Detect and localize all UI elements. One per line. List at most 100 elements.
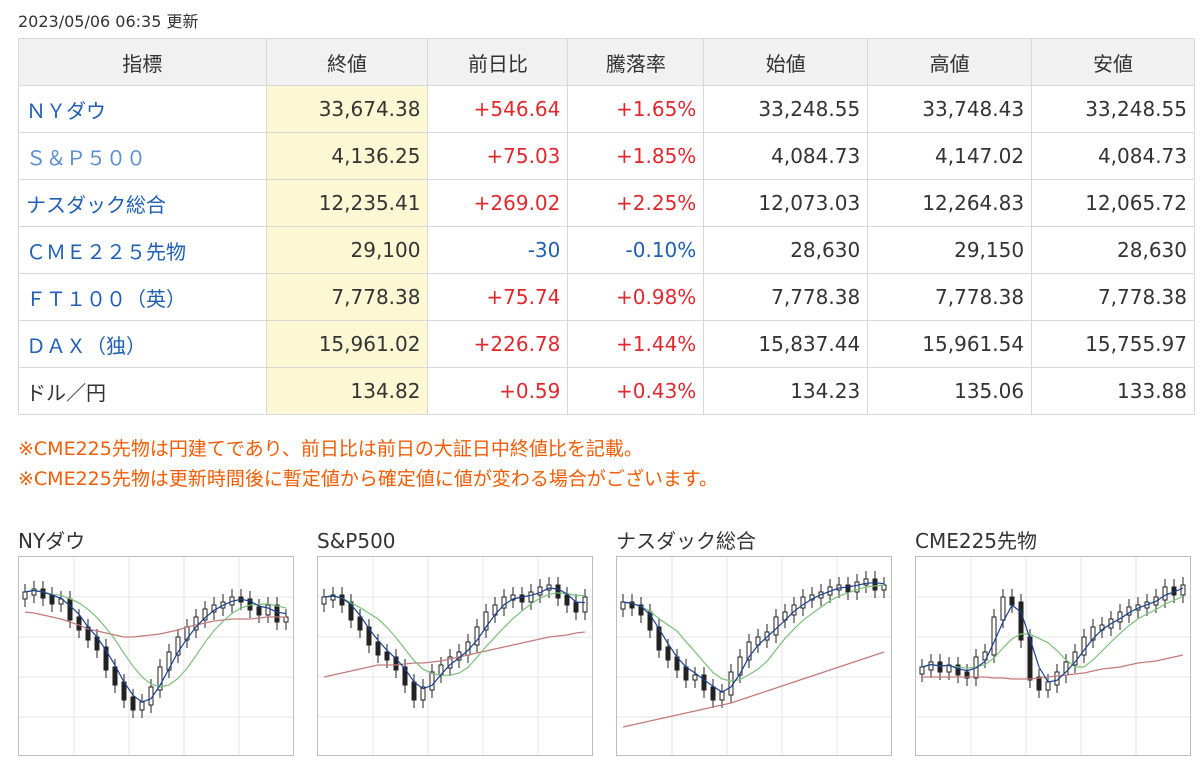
candle-body xyxy=(937,661,943,673)
candle-body xyxy=(964,671,970,679)
index-link[interactable]: Ｓ＆Ｐ５００ xyxy=(26,145,146,170)
candle-body xyxy=(881,584,887,591)
candle-body xyxy=(991,616,997,656)
chart-image[interactable] xyxy=(616,556,892,756)
candle-body xyxy=(710,686,716,701)
low-cell: 28,630 xyxy=(1031,226,1195,274)
table-row: Ｓ＆Ｐ５００ 4,136.25 +75.03 +1.85% 4,084.73 4,147.… xyxy=(18,132,1195,180)
candle-body xyxy=(166,651,172,671)
high-cell: 15,961.54 xyxy=(867,320,1033,368)
index-link: ドル／円 xyxy=(26,380,106,405)
chart-title: S&P500 xyxy=(317,529,396,553)
ma-mid-line xyxy=(24,589,287,688)
candle-body xyxy=(1180,584,1186,596)
change-cell: +75.74 xyxy=(427,273,569,321)
index-link[interactable]: ＤＡＸ（独） xyxy=(26,333,146,358)
candle-body xyxy=(629,601,635,609)
open-cell: 134.23 xyxy=(703,367,869,415)
candle-body xyxy=(256,606,262,616)
candle-body xyxy=(393,656,399,671)
change-cell: +226.78 xyxy=(427,320,569,368)
candle-body xyxy=(130,696,136,711)
candle-body xyxy=(402,666,408,686)
candle-body xyxy=(283,616,289,623)
candle-body xyxy=(31,588,37,596)
table-row: ドル／円 134.82 +0.59 +0.43% 134.23 135.06 133.88 xyxy=(18,367,1195,415)
chart-card-cme225[interactable]: CME225先物 xyxy=(915,528,1191,756)
chart-grid xyxy=(916,557,1190,755)
table-row: ＮＹダウ 33,674.38 +546.64 +1.65% 33,248.55 33,74… xyxy=(18,85,1195,133)
header-cell: 騰落率 xyxy=(567,38,705,86)
chart-image[interactable] xyxy=(915,556,1191,756)
candle-body xyxy=(49,594,55,605)
close-cell: 15,961.02 xyxy=(265,320,429,368)
candle-body xyxy=(665,646,671,661)
candle-body xyxy=(701,674,707,691)
name-cell: ナスダック総合 xyxy=(18,179,267,227)
header-cell: 指標 xyxy=(18,38,267,86)
candle-body xyxy=(773,616,779,636)
candle-body xyxy=(955,664,961,676)
rate-cell: +0.43% xyxy=(567,367,705,415)
name-cell: ＣＭＥ２２５先物 xyxy=(18,226,267,274)
high-cell: 4,147.02 xyxy=(867,132,1033,180)
high-cell: 7,778.38 xyxy=(867,273,1033,321)
candle-body xyxy=(555,584,561,599)
index-link[interactable]: ナスダック総合 xyxy=(26,192,166,217)
name-cell: ＦＴ１００（英） xyxy=(18,273,267,321)
index-link[interactable]: ＣＭＥ２２５先物 xyxy=(26,239,186,264)
candle-body xyxy=(519,594,525,603)
index-link[interactable]: ＦＴ１００（英） xyxy=(26,286,186,311)
open-cell: 15,837.44 xyxy=(703,320,869,368)
candle-body xyxy=(620,601,626,610)
chart-title: ナスダック総合 xyxy=(616,529,756,553)
high-cell: 12,264.83 xyxy=(867,179,1033,227)
candle-body xyxy=(67,598,73,621)
ma-long-line xyxy=(323,631,586,678)
low-cell: 33,248.55 xyxy=(1031,85,1195,133)
candle-body xyxy=(1090,626,1096,641)
change-cell: -30 xyxy=(427,226,569,274)
candle-body xyxy=(193,616,199,631)
low-cell: 7,778.38 xyxy=(1031,273,1195,321)
candlesticks xyxy=(321,577,588,708)
candle-body xyxy=(928,661,934,671)
low-cell: 4,084.73 xyxy=(1031,132,1195,180)
candle-body xyxy=(564,594,570,606)
rate-cell: +2.25% xyxy=(567,179,705,227)
candlesticks xyxy=(22,581,289,718)
candle-body xyxy=(692,674,698,681)
close-cell: 29,100 xyxy=(265,226,429,274)
chart-image[interactable] xyxy=(317,556,593,756)
ma-short-line xyxy=(24,589,287,703)
candle-body xyxy=(1018,601,1024,641)
index-link[interactable]: ＮＹダウ xyxy=(26,98,106,123)
candle-body xyxy=(510,594,516,601)
candle-body xyxy=(728,671,734,696)
header-cell: 前日比 xyxy=(427,38,569,86)
candle-body xyxy=(863,578,869,586)
chart-card-nasdaq[interactable]: ナスダック総合 xyxy=(616,528,892,756)
change-cell: +546.64 xyxy=(427,85,569,133)
change-cell: +75.03 xyxy=(427,132,569,180)
table-row: ＣＭＥ２２５先物 29,100 -30 -0.10% 28,630 29,150 28,63… xyxy=(18,226,1195,274)
candle-body xyxy=(1036,676,1042,691)
chart-card-sp500[interactable]: S&P500 xyxy=(317,528,593,756)
rate-cell: +1.85% xyxy=(567,132,705,180)
candle-body xyxy=(537,586,543,596)
ma-short-line xyxy=(921,587,1184,683)
chart-image[interactable] xyxy=(18,556,294,756)
ma-short-line xyxy=(323,587,586,690)
chart-card-nydow[interactable]: NYダウ xyxy=(18,528,294,756)
candle-body xyxy=(528,591,534,603)
candle-body xyxy=(139,701,145,711)
candle-body xyxy=(746,641,752,661)
market-table: 指標 終値 前日比 騰落率 始値 高値 安値 ＮＹダウ 33,674.38 +546… xyxy=(18,38,1195,415)
high-cell: 135.06 xyxy=(867,367,1033,415)
open-cell: 7,778.38 xyxy=(703,273,869,321)
candle-body xyxy=(872,578,878,591)
header-cell: 安値 xyxy=(1031,38,1195,86)
close-cell: 12,235.41 xyxy=(265,179,429,227)
candle-body xyxy=(919,666,925,675)
candle-body xyxy=(175,636,181,656)
